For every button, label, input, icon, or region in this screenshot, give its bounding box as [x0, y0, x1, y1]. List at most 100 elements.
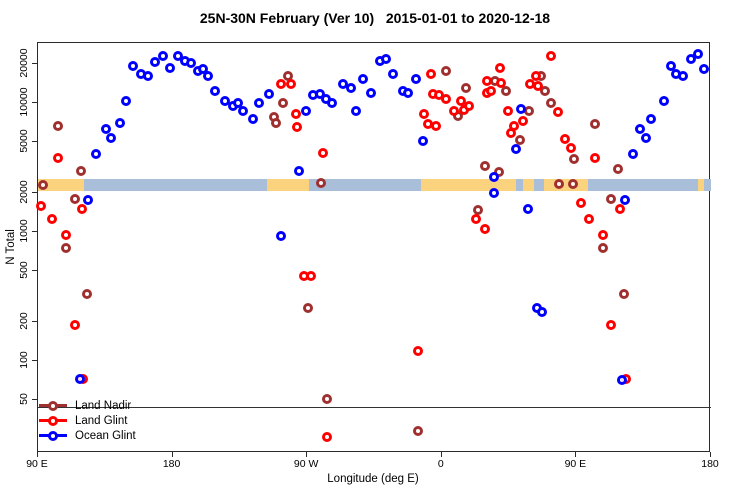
data-point-land-nadir [524, 106, 535, 117]
x-tick-label: 180 [162, 458, 181, 470]
strip-segment-ocean [587, 179, 699, 192]
data-point-land-nadir [460, 83, 471, 94]
legend-line-marker-icon [39, 430, 67, 441]
x-tick [575, 452, 577, 457]
data-point-land-glint [481, 76, 492, 87]
data-point-ocean-glint [640, 133, 651, 144]
strip-segment-ocean [308, 179, 421, 192]
data-point-ocean-glint [300, 106, 311, 117]
x-tick-label: 90 W [293, 458, 319, 470]
data-point-ocean-glint [314, 88, 325, 99]
x-tick [37, 452, 38, 457]
y-tick-label: 100 [18, 351, 30, 369]
data-point-ocean-glint [489, 188, 500, 199]
data-point-land-glint [590, 153, 601, 164]
data-point-land-nadir [315, 178, 326, 189]
data-point-ocean-glint [91, 149, 102, 160]
strip-segment-ocean [704, 179, 711, 192]
data-point-land-nadir [278, 98, 289, 109]
data-point-ocean-glint [522, 204, 533, 215]
data-point-ocean-glint [121, 96, 132, 107]
x-tick-label: 90 E [564, 458, 587, 470]
data-point-ocean-glint [115, 117, 126, 128]
data-point-land-nadir [613, 164, 624, 175]
x-tick-label: 0 [437, 458, 444, 470]
reference-line [38, 407, 711, 409]
data-point-land-nadir [539, 86, 550, 97]
x-tick [306, 452, 308, 457]
data-point-ocean-glint [232, 98, 243, 109]
data-point-ocean-glint [149, 57, 160, 68]
data-point-land-glint [47, 214, 58, 225]
legend-line-marker-icon [39, 400, 67, 411]
data-point-land-nadir [567, 179, 578, 190]
data-point-land-nadir [494, 167, 505, 178]
data-point-ocean-glint [237, 106, 248, 117]
y-tick [32, 62, 37, 64]
data-point-land-nadir [441, 66, 452, 77]
legend-line-marker-icon [39, 415, 67, 426]
x-tick-label: 90 E [26, 458, 48, 470]
data-point-ocean-glint [346, 83, 357, 94]
data-point-land-nadir [590, 119, 601, 130]
y-tick-label: 1000 [18, 219, 30, 243]
data-point-ocean-glint [142, 71, 153, 82]
data-point-land-glint [486, 86, 497, 97]
data-point-land-nadir [554, 179, 565, 190]
data-point-land-glint [495, 78, 506, 89]
y-tick [32, 140, 37, 142]
data-point-land-glint [70, 320, 81, 331]
y-tick-label: 20000 [18, 48, 30, 78]
data-point-land-nadir [515, 135, 526, 146]
x-axis-title: Longitude (deg E) [327, 473, 419, 485]
legend-circle-icon [48, 415, 58, 426]
data-point-land-nadir [472, 204, 483, 215]
data-point-land-glint [480, 224, 491, 235]
data-point-ocean-glint [678, 71, 689, 82]
data-point-land-glint [533, 80, 544, 91]
chart-title: 25N-30N February (Ver 10) 2015-01-01 to … [199, 10, 551, 26]
data-point-land-glint [575, 198, 586, 209]
legend-circle-icon [48, 430, 58, 441]
data-point-land-nadir [270, 117, 281, 128]
data-point-land-nadir [598, 243, 609, 254]
data-point-ocean-glint [74, 373, 85, 384]
data-point-land-glint [448, 106, 459, 117]
strip-segment-land [698, 179, 705, 192]
data-point-land-glint [61, 229, 72, 240]
strip-segment-ocean [84, 179, 267, 192]
data-point-land-glint [463, 101, 474, 112]
data-point-ocean-glint [293, 166, 304, 177]
data-point-land-glint [276, 78, 287, 89]
data-point-ocean-glint [202, 71, 213, 82]
data-point-land-nadir [619, 289, 630, 300]
data-point-land-glint [598, 229, 609, 240]
data-point-ocean-glint [106, 133, 117, 144]
legend-label: Ocean Glint [75, 429, 136, 442]
data-point-ocean-glint [210, 86, 221, 97]
data-point-ocean-glint [264, 88, 275, 99]
data-point-ocean-glint [620, 194, 630, 205]
data-point-ocean-glint [127, 61, 138, 72]
legend-circle-icon [48, 400, 58, 411]
data-point-land-glint [441, 93, 452, 104]
data-point-ocean-glint [411, 74, 422, 85]
y-tick [32, 231, 37, 232]
data-point-ocean-glint [165, 62, 176, 73]
data-point-ocean-glint [403, 87, 414, 98]
data-point-ocean-glint [365, 87, 376, 98]
data-point-land-nadir [322, 394, 333, 405]
data-point-ocean-glint [510, 143, 521, 154]
data-point-ocean-glint [172, 51, 183, 61]
legend-entry: Land Nadir [39, 398, 136, 413]
y-tick-label: 5000 [18, 128, 30, 153]
y-tick [32, 101, 37, 103]
data-point-land-glint [418, 108, 429, 119]
data-point-land-glint [456, 96, 467, 107]
data-point-land-glint [77, 204, 88, 215]
data-point-ocean-glint [380, 54, 391, 65]
legend-entry: Land Glint [39, 413, 136, 428]
data-point-land-glint [495, 62, 506, 73]
data-point-land-nadir [480, 161, 491, 172]
data-point-land-nadir [605, 194, 616, 204]
